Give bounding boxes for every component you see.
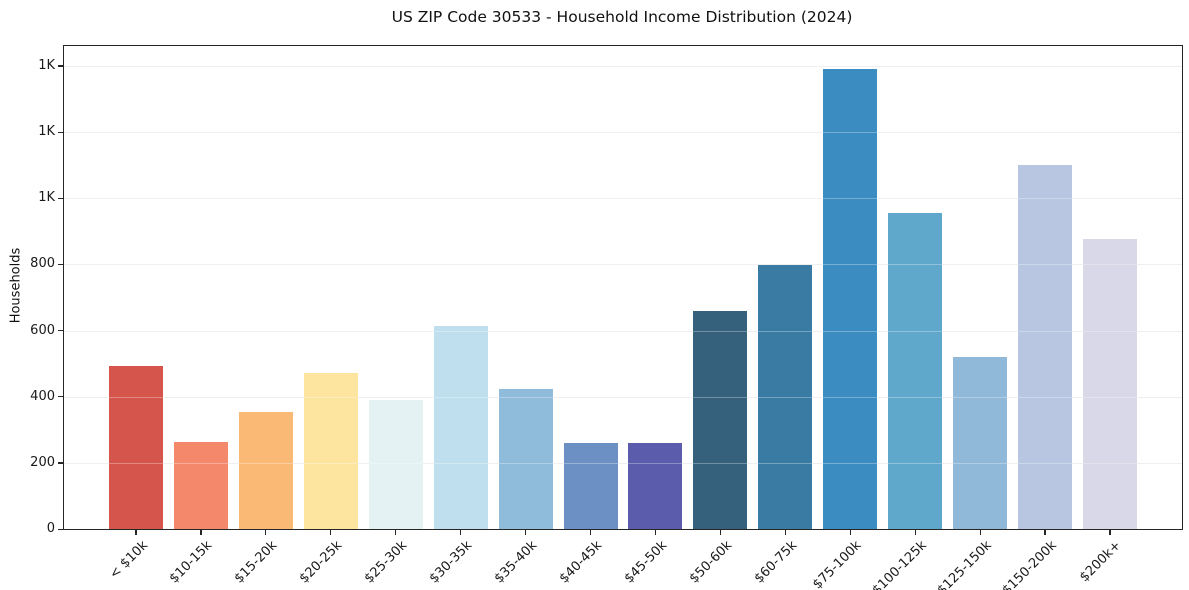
x-tick-mark	[460, 530, 462, 535]
gridline	[64, 330, 1182, 332]
x-tick-label: $25-30k	[361, 538, 411, 587]
x-tick-mark	[979, 530, 981, 535]
bar	[888, 213, 943, 529]
x-tick-mark	[135, 530, 137, 535]
x-tick-mark	[525, 530, 527, 535]
bar	[238, 412, 293, 529]
x-tick-label: $15-20k	[231, 538, 281, 587]
bar	[758, 265, 813, 529]
y-tick-mark	[58, 396, 63, 398]
x-tick-mark	[914, 530, 916, 535]
bar	[433, 325, 488, 529]
x-tick-mark	[200, 530, 202, 535]
y-tick-mark	[58, 131, 63, 133]
x-tick-mark	[784, 530, 786, 535]
plot-area: 0 200 400 600 800 1K 1K 1K < $10k $10-15k $15-20k $…	[30, 45, 1183, 590]
y-tick-mark	[58, 462, 63, 464]
y-tick-label: 0	[46, 521, 55, 536]
gridline	[64, 462, 1182, 464]
x-tick-mark	[1109, 530, 1111, 535]
x-tick-label: $45-50k	[621, 538, 671, 587]
x-tick-label: $75-100k	[810, 538, 865, 590]
x-tick-mark	[330, 530, 332, 535]
gridline-overlay	[64, 264, 1182, 266]
x-tick-mark	[589, 530, 592, 535]
bar	[823, 69, 878, 529]
x-tick-label: $125-150k	[934, 538, 995, 590]
bar	[1018, 165, 1073, 529]
gridline	[64, 396, 1182, 398]
x-tick-label: $20-25k	[296, 538, 346, 587]
chart-title: US ZIP Code 30533 - Household Income Dis…	[391, 8, 853, 26]
y-tick-label: 1K	[38, 57, 55, 73]
x-tick-label: < $10k	[106, 538, 151, 583]
bar	[563, 443, 618, 529]
x-tick-mark	[654, 530, 657, 535]
x-tick-mark	[265, 530, 267, 535]
bar	[693, 311, 748, 529]
x-tick-mark	[1044, 530, 1046, 535]
x-tick-mark	[395, 530, 397, 535]
y-tick-label: 600	[30, 322, 55, 338]
y-tick-mark	[58, 528, 63, 530]
y-axis-label: Households	[8, 247, 24, 324]
y-tick-mark	[58, 197, 63, 199]
x-tick-label: $40-45k	[556, 538, 606, 587]
x-tick-label: $50-60k	[686, 538, 736, 587]
x-tick-mark	[719, 530, 721, 535]
x-tick-mark	[849, 530, 851, 535]
gridline-overlay	[64, 396, 1182, 398]
x-tick-label: $150-200k	[999, 538, 1060, 590]
bar	[303, 373, 358, 529]
gridline-overlay	[64, 198, 1182, 200]
x-tick-label: $10-15k	[167, 538, 216, 587]
bar	[628, 442, 683, 529]
y-tick-label: 400	[30, 388, 55, 404]
gridline-overlay	[64, 330, 1182, 332]
bar	[1083, 239, 1137, 529]
gridline-overlay	[64, 65, 1182, 67]
x-tick-label: $60-75k	[751, 538, 800, 587]
y-tick-label: 1K	[38, 124, 55, 139]
y-tick-label: 800	[30, 256, 55, 272]
bar	[498, 388, 553, 529]
x-tick-label: $200k+	[1077, 538, 1125, 586]
y-tick-mark	[58, 65, 63, 67]
x-tick-label: $30-35k	[426, 538, 476, 587]
y-tick-label: 1K	[38, 190, 55, 206]
x-tick-label: $100-125k	[869, 538, 930, 590]
bar	[368, 399, 423, 529]
y-tick-label: 200	[30, 454, 55, 470]
gridline	[64, 132, 1182, 133]
gridline-overlay	[64, 132, 1182, 133]
x-tick-label: $35-40k	[491, 538, 541, 587]
gridline	[64, 264, 1182, 266]
bar	[953, 356, 1008, 529]
gridline-overlay	[64, 462, 1182, 464]
gridline	[64, 198, 1182, 200]
bar	[109, 365, 163, 529]
y-tick-mark	[58, 263, 63, 266]
gridline	[64, 65, 1182, 67]
y-tick-mark	[58, 330, 63, 332]
bar	[173, 442, 228, 529]
